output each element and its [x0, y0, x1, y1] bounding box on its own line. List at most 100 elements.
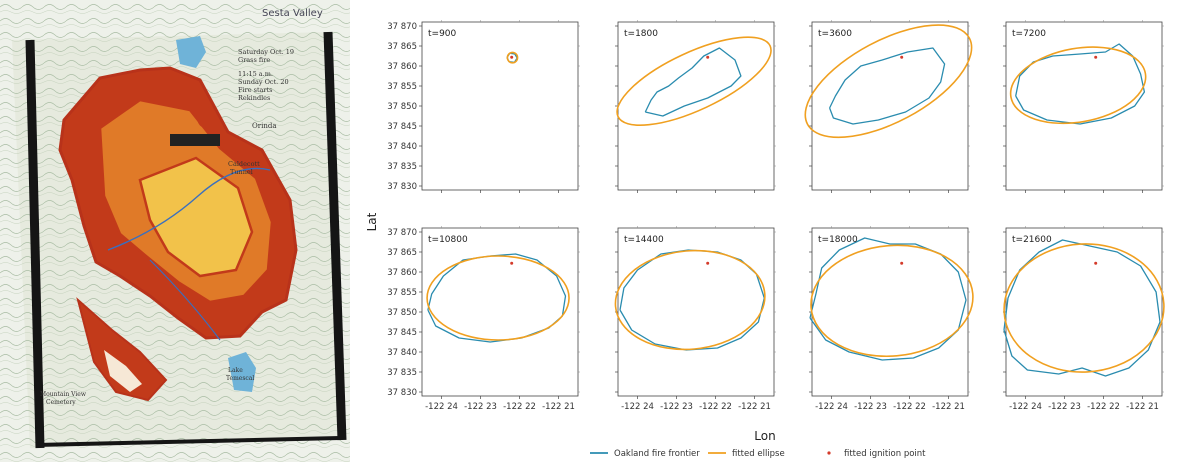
fire-frontier-line: [1015, 43, 1146, 125]
legend-swatch-dot: [827, 451, 831, 455]
panel-time-label: t=7200: [1012, 29, 1046, 39]
fire-frontier-line: [427, 253, 567, 343]
x-tick-label: -122 23: [1048, 402, 1081, 412]
frontier-panel: t=1800: [615, 20, 776, 193]
frontier-panel: t=7200: [1003, 20, 1164, 193]
map-frame-right: [323, 31, 347, 441]
y-tick-label: 37 835: [387, 162, 417, 172]
map-graphic: Sesta Valley Saturday Oct. 19 Grass fire…: [0, 0, 350, 462]
x-tick-label: -122 22: [699, 402, 732, 412]
legend-item: fitted ellipse: [708, 449, 785, 459]
y-tick-label: 37 845: [387, 328, 417, 338]
fitted-ignition-point: [1094, 261, 1098, 265]
x-tick-label: -122 23: [660, 402, 693, 412]
y-tick-label: 37 835: [387, 368, 417, 378]
x-tick-label: -122 24: [425, 402, 458, 412]
legend-item: Oakland fire frontier: [590, 449, 700, 459]
y-tick-label: 37 865: [387, 248, 417, 258]
y-tick-label: 37 840: [387, 348, 417, 358]
fire-perimeter-inner: [138, 156, 254, 278]
legend-label: fitted ellipse: [732, 449, 785, 459]
fitted-ellipse: [1009, 46, 1147, 125]
x-tick-label: -122 24: [621, 402, 654, 412]
map-frame-left: [25, 39, 45, 449]
x-tick-label: -122 22: [893, 402, 926, 412]
fitted-ellipse: [426, 255, 570, 341]
y-tick-label: 37 860: [387, 268, 417, 278]
fitted-ellipse: [804, 24, 973, 139]
y-tick-label: 37 870: [387, 22, 417, 32]
y-tick-label: 37 830: [387, 182, 417, 192]
x-tick-label: -122 21: [1126, 402, 1159, 412]
legend-label: Oakland fire frontier: [614, 449, 700, 459]
panel-frame: [421, 21, 579, 191]
map-annotation: Temescal: [226, 375, 254, 382]
y-tick-label: 37 845: [387, 122, 417, 132]
map-label-box: [170, 134, 220, 146]
y-tick-label: 37 865: [387, 42, 417, 52]
frontier-panel: -122 24 -122 23 -122 22 -122 21 t=18000: [809, 226, 974, 412]
fire-frontier-line: [644, 47, 742, 117]
frontier-panel: -122 24 -122 23 -122 22 -122 21 t=21600: [1003, 226, 1165, 412]
lake-temescal-shape: [228, 352, 256, 392]
fitted-ignition-point: [900, 261, 904, 265]
reservoir-shape: [176, 36, 206, 68]
x-tick-label: -122 21: [542, 402, 575, 412]
y-tick-label: 37 870: [387, 228, 417, 238]
fitted-ellipse: [506, 51, 519, 64]
x-tick-label: -122 23: [854, 402, 887, 412]
panel-frame: [617, 227, 775, 397]
map-annotation: Sunday Oct. 20: [238, 78, 289, 86]
panel-time-label: t=14400: [624, 235, 664, 245]
frontier-panel: -122 24 -122 23 -122 22 -122 21 t=14400: [614, 226, 776, 412]
fitted-ignition-point: [900, 55, 904, 59]
y-axis-label: Lat: [365, 212, 379, 231]
fire-frontier-line: [809, 237, 967, 361]
map-annotation: Orinda: [252, 122, 277, 130]
fitted-ignition-point: [510, 55, 514, 59]
ignition-area-marker: [196, 104, 212, 128]
x-tick-label: -122 22: [1087, 402, 1120, 412]
fire-frontier-line: [828, 47, 946, 125]
panel-frame: [617, 21, 775, 191]
legend: Oakland fire frontier fitted ellipse fitte…: [590, 449, 926, 459]
map-annotation: Fire starts: [238, 86, 273, 94]
fire-frontier-line: [1003, 239, 1161, 377]
map-annotation: Mountain View: [40, 391, 87, 398]
frontier-panel: -122 24 -122 23 -122 22 -122 21 37 870 37 865…: [387, 226, 580, 412]
fitted-ignition-point: [706, 55, 710, 59]
y-tick-label: 37 840: [387, 142, 417, 152]
panel-frame: [421, 227, 579, 397]
map-annotation: Rekindles: [238, 94, 270, 102]
x-tick-label: -122 24: [1009, 402, 1042, 412]
map-annotation: 11:15 a.m.: [238, 70, 273, 78]
map-place-label: Sesta Valley: [262, 8, 323, 19]
y-tick-label: 37 855: [387, 82, 417, 92]
panel-frame: [811, 21, 969, 191]
x-tick-label: -122 21: [738, 402, 771, 412]
fitted-ignition-point: [510, 261, 514, 265]
cemetery-shape: [104, 350, 142, 392]
x-axis-label: Lon: [754, 429, 775, 443]
fitted-ellipse: [810, 244, 974, 358]
fire-perimeter-south: [76, 297, 168, 402]
x-tick-label: -122 23: [464, 402, 497, 412]
y-tick-label: 37 850: [387, 102, 417, 112]
map-annotation-group: Saturday Oct. 19 Grass fire 11:15 a.m. S…: [40, 48, 294, 406]
map-annotation: Saturday Oct. 19: [238, 48, 294, 56]
fire-perimeter-map: Sesta Valley Saturday Oct. 19 Grass fire…: [0, 0, 350, 462]
fitted-ignition-point: [1094, 55, 1098, 59]
fitted-ellipse: [614, 249, 766, 351]
panel-time-label: t=10800: [428, 235, 468, 245]
map-annotation: Caldecott: [228, 160, 260, 168]
map-annotation: Grass fire: [238, 56, 270, 64]
y-tick-label: 37 860: [387, 62, 417, 72]
panel-time-label: t=900: [428, 29, 457, 39]
legend-label: fitted ignition point: [844, 449, 926, 459]
x-tick-label: -122 24: [815, 402, 848, 412]
fitted-ellipse: [616, 36, 772, 127]
y-tick-label: 37 855: [387, 288, 417, 298]
highway-line: [107, 167, 271, 251]
